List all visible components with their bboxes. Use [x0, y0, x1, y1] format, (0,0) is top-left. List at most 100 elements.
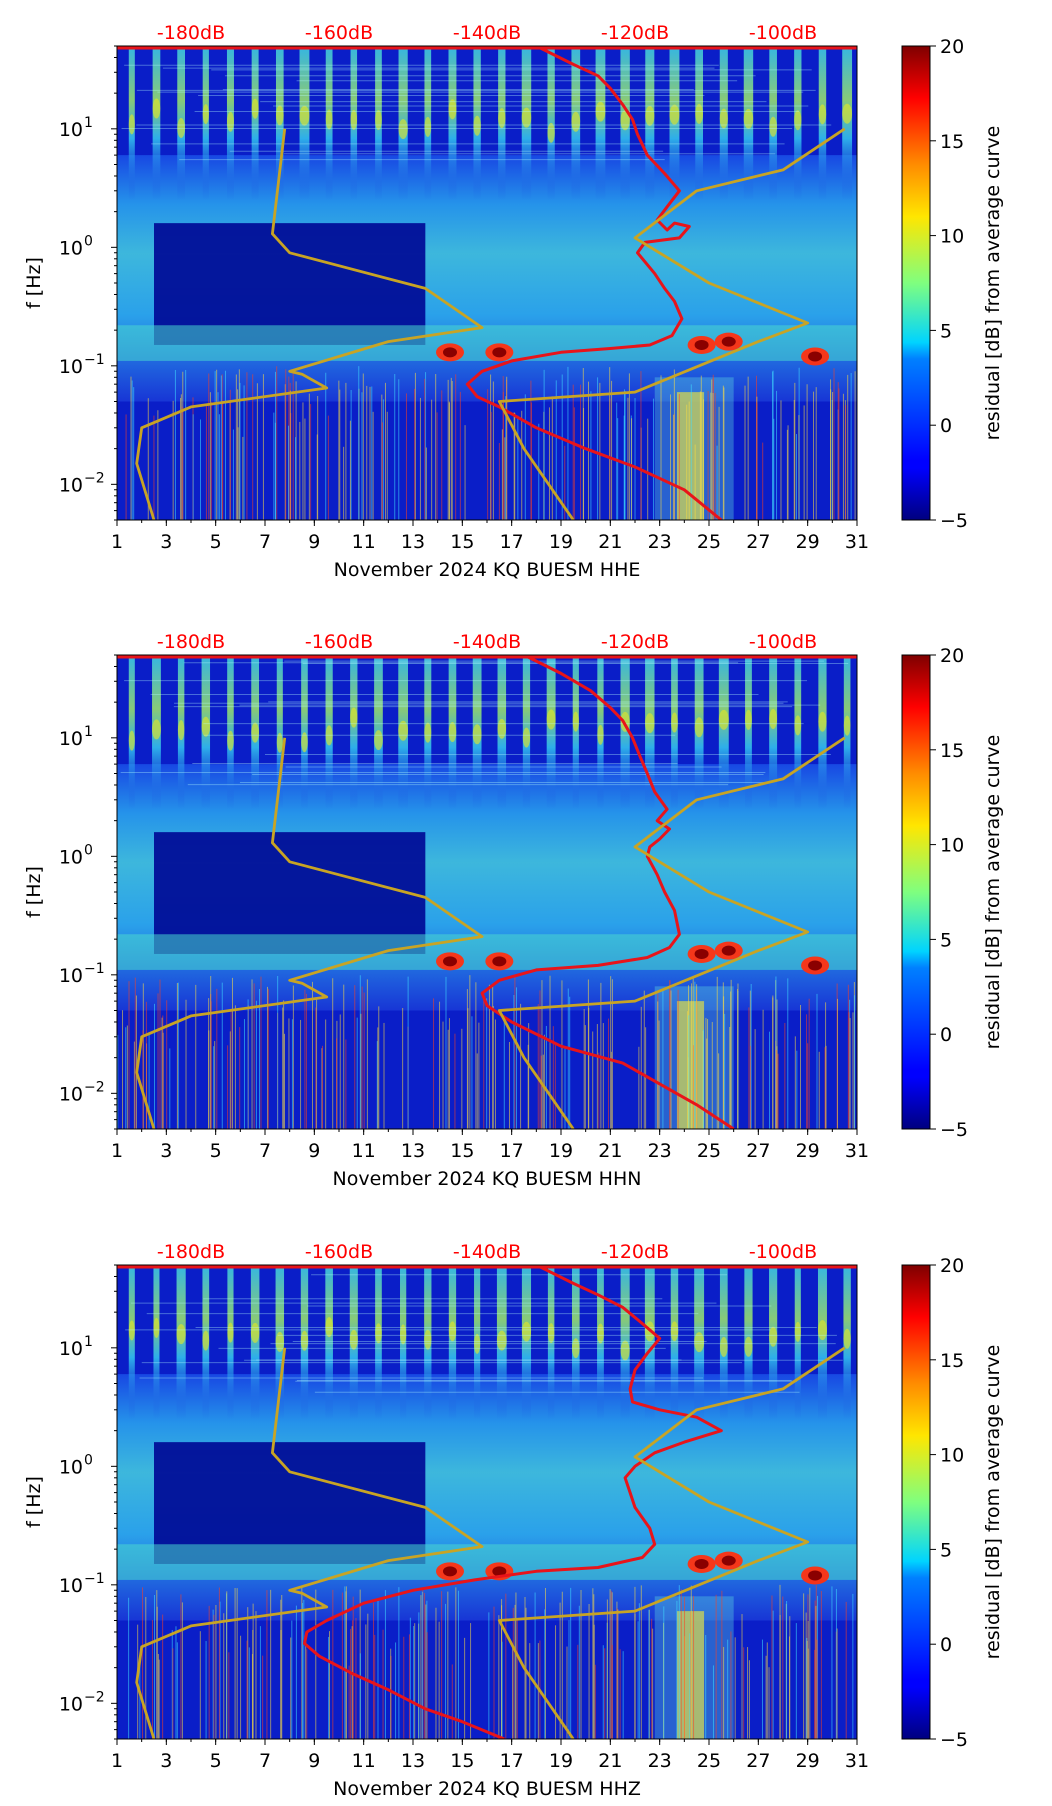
colorbar-tick-label: 20	[940, 645, 964, 667]
heatmap-lp-halo	[654, 1596, 734, 1739]
y-tick-label-base: 10	[59, 728, 83, 750]
x-tick-label: 27	[746, 1750, 770, 1772]
heatmap-daily-peak	[620, 110, 630, 131]
heatmap-daily-peak	[448, 722, 457, 743]
colorbar-tick-label: 20	[940, 36, 964, 58]
heatmap-daily-peak	[718, 709, 729, 730]
top-db-label: -120dB	[601, 631, 669, 653]
heatmap-daily-peak	[694, 717, 704, 738]
x-tick-label: 19	[549, 1140, 573, 1162]
heatmap-daily-peak	[645, 713, 655, 734]
heatmap-storm-core	[721, 336, 736, 347]
heatmap-daily-peak	[152, 719, 161, 740]
y-tick-label-exponent: 1	[84, 115, 93, 131]
heatmap-daily-stripe	[152, 46, 161, 201]
x-tick-label: 23	[648, 1750, 672, 1772]
x-tick-label: 9	[308, 1140, 320, 1162]
heatmap-daily-stripe	[448, 1265, 457, 1420]
x-tick-label: 29	[796, 531, 820, 553]
heatmap-daily-peak	[547, 1323, 555, 1344]
colorbar-tick-label: 0	[940, 415, 952, 437]
heatmap-daily-peak	[769, 1326, 778, 1347]
x-tick-label: 17	[500, 531, 524, 553]
heatmap-daily-peak	[843, 1328, 851, 1349]
heatmap-daily-peak	[744, 1336, 753, 1357]
heatmap-daily-peak	[694, 1332, 705, 1353]
heatmap-daily-peak	[202, 104, 209, 125]
heatmap-daily-peak	[152, 98, 161, 119]
heatmap-daily-peak	[546, 709, 556, 730]
x-axis-label: November 2024 KQ BUESM HHZ	[333, 1778, 641, 1800]
x-tick-label: 17	[500, 1140, 524, 1162]
heatmap-daily-stripe	[670, 1265, 679, 1420]
heatmap-daily-peak	[128, 114, 135, 135]
x-tick-label: 9	[308, 531, 320, 553]
x-tick-label: 13	[401, 1140, 425, 1162]
y-tick-label-base: 10	[59, 237, 83, 259]
heatmap-daily-stripe	[817, 1265, 827, 1420]
x-axis-label: November 2024 KQ BUESM HHE	[334, 559, 641, 581]
x-tick-label: 3	[160, 1750, 172, 1772]
heatmap-daily-stripe	[546, 655, 556, 810]
average-psd-curve	[465, 46, 723, 520]
colorbar-tick-label: 15	[940, 1350, 964, 1372]
x-tick-label: 21	[598, 1750, 622, 1772]
average-psd-curve	[303, 1265, 723, 1739]
heatmap-daily-peak	[547, 122, 555, 143]
x-tick-label: 31	[845, 531, 869, 553]
x-tick-label: 19	[549, 1750, 573, 1772]
colorbar-tick-label: 10	[940, 226, 964, 248]
heatmap-storm-core	[492, 956, 507, 967]
heatmap-daily-peak	[743, 108, 754, 129]
heatmap-daily-peak	[794, 110, 802, 131]
noise-model-curve	[135, 736, 846, 1129]
heatmap-daily-peak	[400, 1324, 407, 1345]
x-tick-label: 27	[746, 531, 770, 553]
average-psd-curve	[480, 655, 735, 1129]
x-tick-label: 21	[598, 531, 622, 553]
x-tick-label: 19	[549, 531, 573, 553]
heatmap-daily-peak	[521, 107, 532, 128]
heatmap-daily-stripe	[350, 655, 358, 810]
heatmap-daily-peak	[496, 1330, 507, 1351]
colorbar-tick-label: 0	[940, 1024, 952, 1046]
x-tick-label: 3	[160, 1140, 172, 1162]
heatmap-daily-peak	[128, 1320, 135, 1341]
x-tick-label: 5	[210, 1750, 222, 1772]
heatmap-daily-stripe	[128, 1265, 135, 1420]
heatmap-daily-peak	[177, 720, 185, 741]
heatmap-daily-peak	[597, 1323, 604, 1344]
heatmap-daily-peak	[276, 732, 283, 753]
heatmap-daily-peak	[794, 1321, 801, 1342]
y-tick-label-exponent: −1	[84, 1571, 105, 1587]
heatmap-daily-peak	[595, 101, 606, 122]
top-db-label: -140dB	[453, 1241, 521, 1263]
colorbar-tick-label: 15	[940, 131, 964, 153]
heatmap-daily-peak	[153, 1317, 160, 1338]
heatmap-daily-peak	[128, 730, 135, 751]
heatmap-daily-peak	[769, 709, 778, 730]
heatmap-daily-peak	[769, 116, 777, 137]
y-tick-label-exponent: −1	[84, 352, 105, 368]
heatmap-daily-stripe	[325, 1265, 333, 1420]
top-db-label: -120dB	[601, 22, 669, 44]
heatmap-daily-stripe	[620, 655, 630, 810]
heatmap-daily-peak	[201, 716, 211, 737]
heatmap-daily-peak	[176, 1324, 186, 1345]
top-db-label: -120dB	[601, 1241, 669, 1263]
colorbar-label: residual [dB] from average curve	[982, 735, 1004, 1050]
y-tick-label-base: 10	[59, 474, 83, 496]
top-db-label: -180dB	[157, 22, 225, 44]
heatmap-lp-column	[676, 392, 705, 520]
heatmap-storm-core	[721, 945, 736, 956]
y-tick-label-base: 10	[59, 965, 83, 987]
heatmap-daily-stripe	[448, 46, 457, 201]
heatmap-daily-peak	[842, 103, 853, 124]
heatmap-daily-peak	[177, 117, 186, 138]
x-tick-label: 7	[259, 1140, 271, 1162]
y-tick-label-base: 10	[59, 356, 83, 378]
x-tick-label: 21	[598, 1140, 622, 1162]
x-tick-label: 25	[697, 531, 721, 553]
